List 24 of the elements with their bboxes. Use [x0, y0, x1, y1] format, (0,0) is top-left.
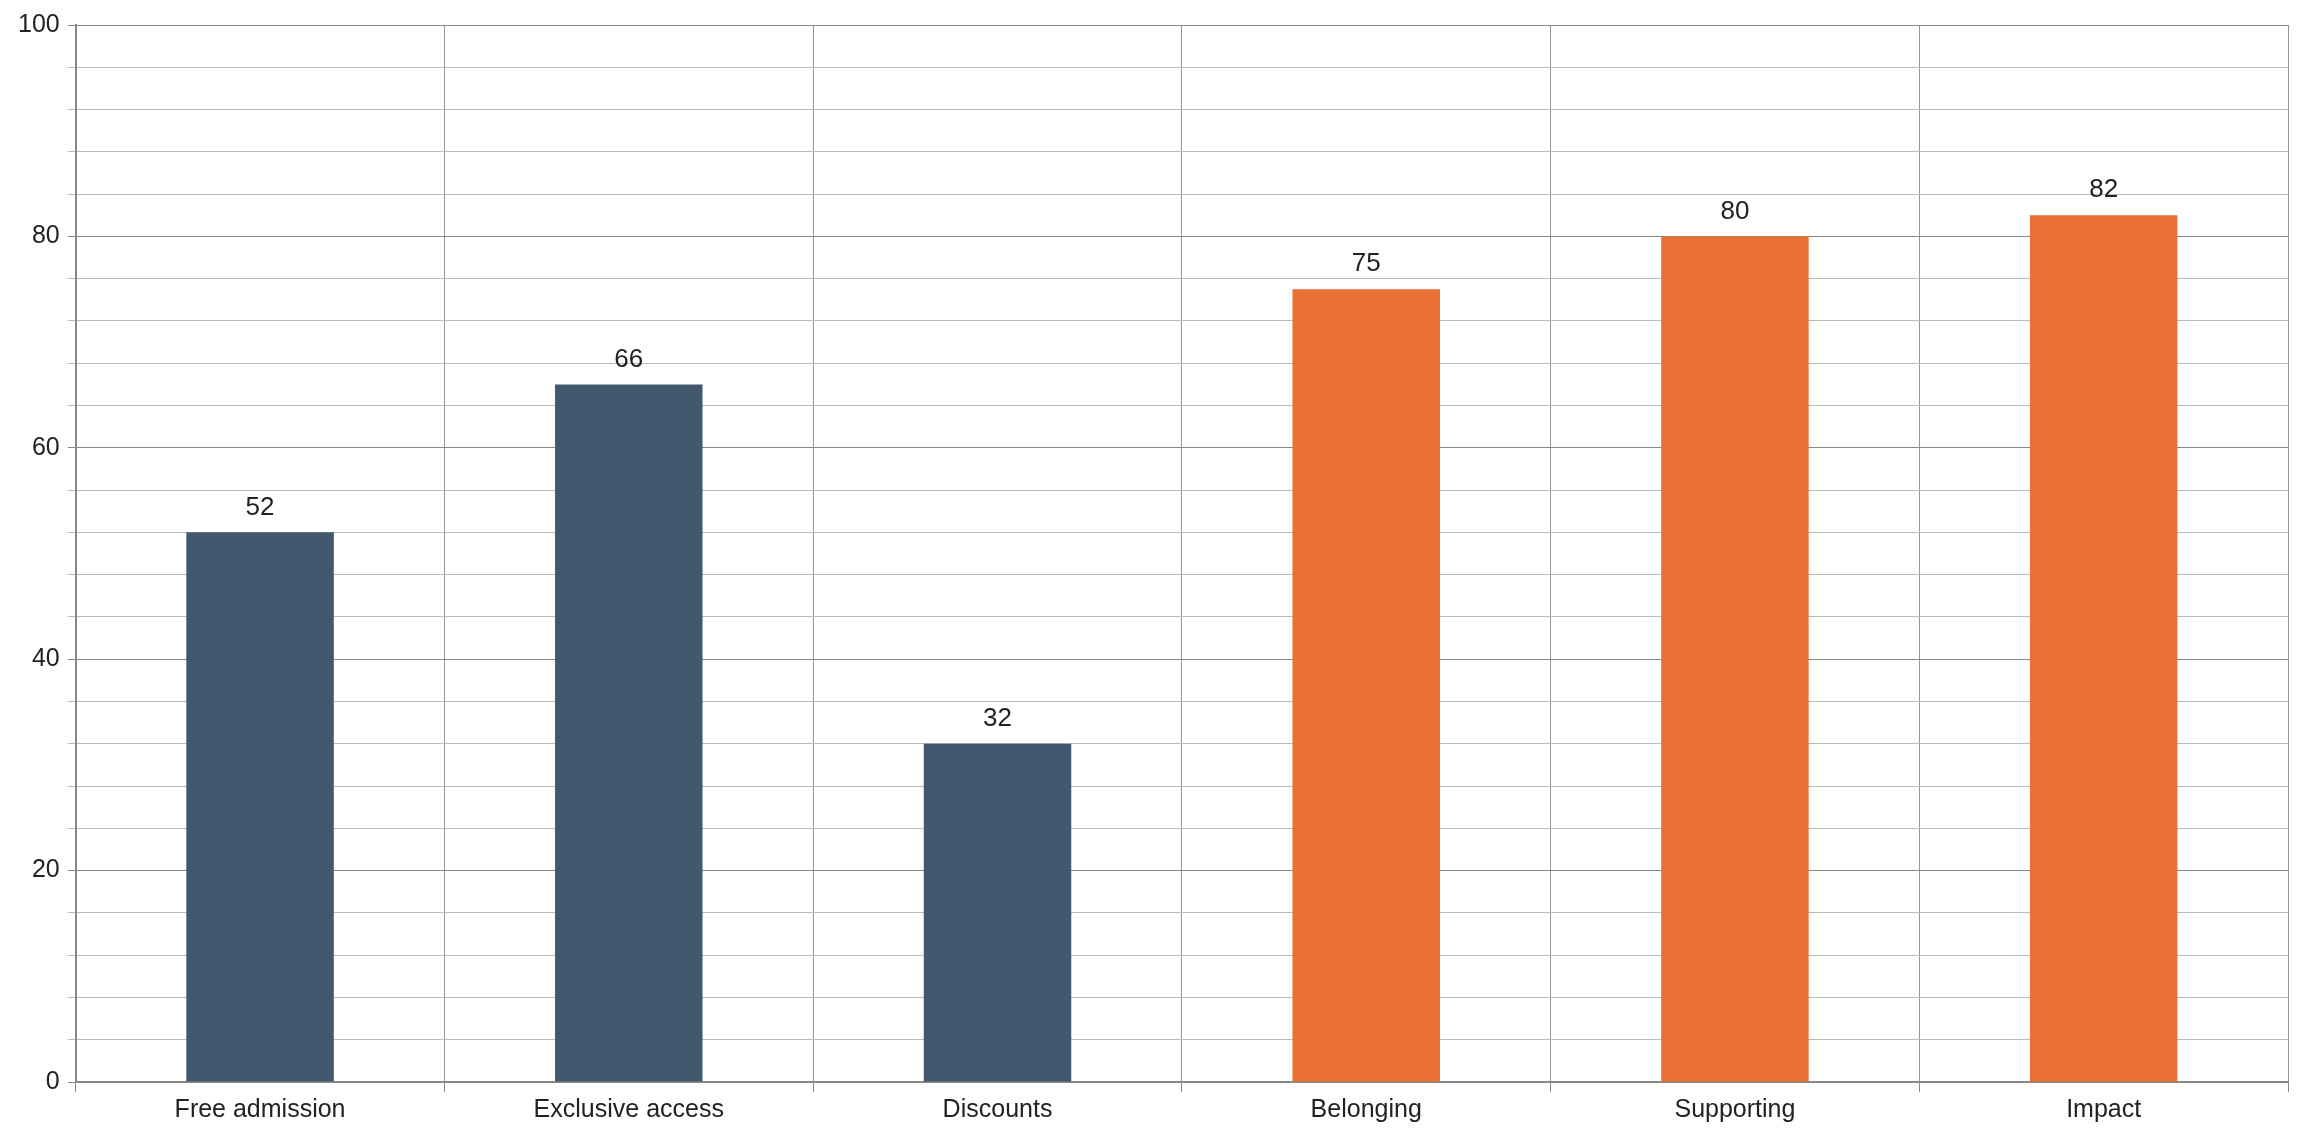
bar: [1661, 236, 1809, 1082]
data-label: 82: [2089, 173, 2119, 204]
data-label: 80: [1720, 194, 1750, 225]
y-tick-label: 20: [31, 854, 60, 883]
x-tick-label: Belonging: [1310, 1093, 1422, 1122]
bar: [923, 743, 1072, 1082]
bar: [2029, 215, 2178, 1082]
y-tick-label: 40: [31, 643, 60, 672]
bar: [1292, 289, 1440, 1082]
x-tick-label: Free admission: [174, 1093, 346, 1122]
y-tick-label: 100: [17, 8, 60, 37]
data-label: 66: [614, 342, 644, 373]
data-label: 75: [1351, 247, 1381, 278]
y-tick-label: 80: [31, 220, 60, 249]
x-tick-label: Supporting: [1674, 1093, 1796, 1122]
bar: [186, 532, 334, 1082]
x-tick-label: Discounts: [942, 1093, 1053, 1122]
bar: [555, 384, 703, 1082]
y-tick-label: 60: [31, 431, 60, 460]
data-label: 32: [983, 701, 1012, 732]
x-tick-label: Exclusive access: [533, 1093, 724, 1122]
y-tick-label: 0: [45, 1065, 60, 1094]
data-label: 52: [245, 490, 275, 521]
x-tick-label: Impact: [2066, 1093, 2142, 1122]
